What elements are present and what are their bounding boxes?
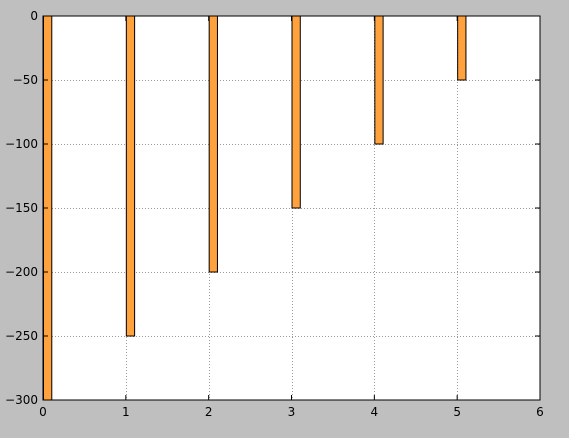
x-tick-label: 3 — [288, 405, 296, 419]
bar — [374, 15, 384, 145]
y-tick-label: −300 — [5, 393, 38, 407]
y-axis: 0 −50 −100 −150 −200 −250 −300 — [5, 9, 540, 407]
bar — [208, 15, 218, 273]
y-tick-label: −250 — [5, 329, 38, 343]
bar — [125, 15, 136, 337]
y-tick-label: −150 — [5, 201, 38, 215]
y-tick-label: −50 — [13, 73, 38, 87]
x-tick-label: 0 — [39, 405, 47, 419]
bar — [291, 15, 301, 209]
x-axis: 0 1 2 3 4 5 6 — [39, 16, 544, 419]
y-tick-label: −200 — [5, 265, 38, 279]
x-tick-label: 6 — [536, 405, 544, 419]
x-tick-label: 2 — [205, 405, 213, 419]
x-tick-label: 5 — [453, 405, 461, 419]
y-tick-label: −100 — [5, 137, 38, 151]
y-tick-label: 0 — [30, 9, 38, 23]
x-tick-label: 1 — [122, 405, 130, 419]
x-tick-label: 4 — [371, 405, 379, 419]
bar — [457, 15, 467, 81]
